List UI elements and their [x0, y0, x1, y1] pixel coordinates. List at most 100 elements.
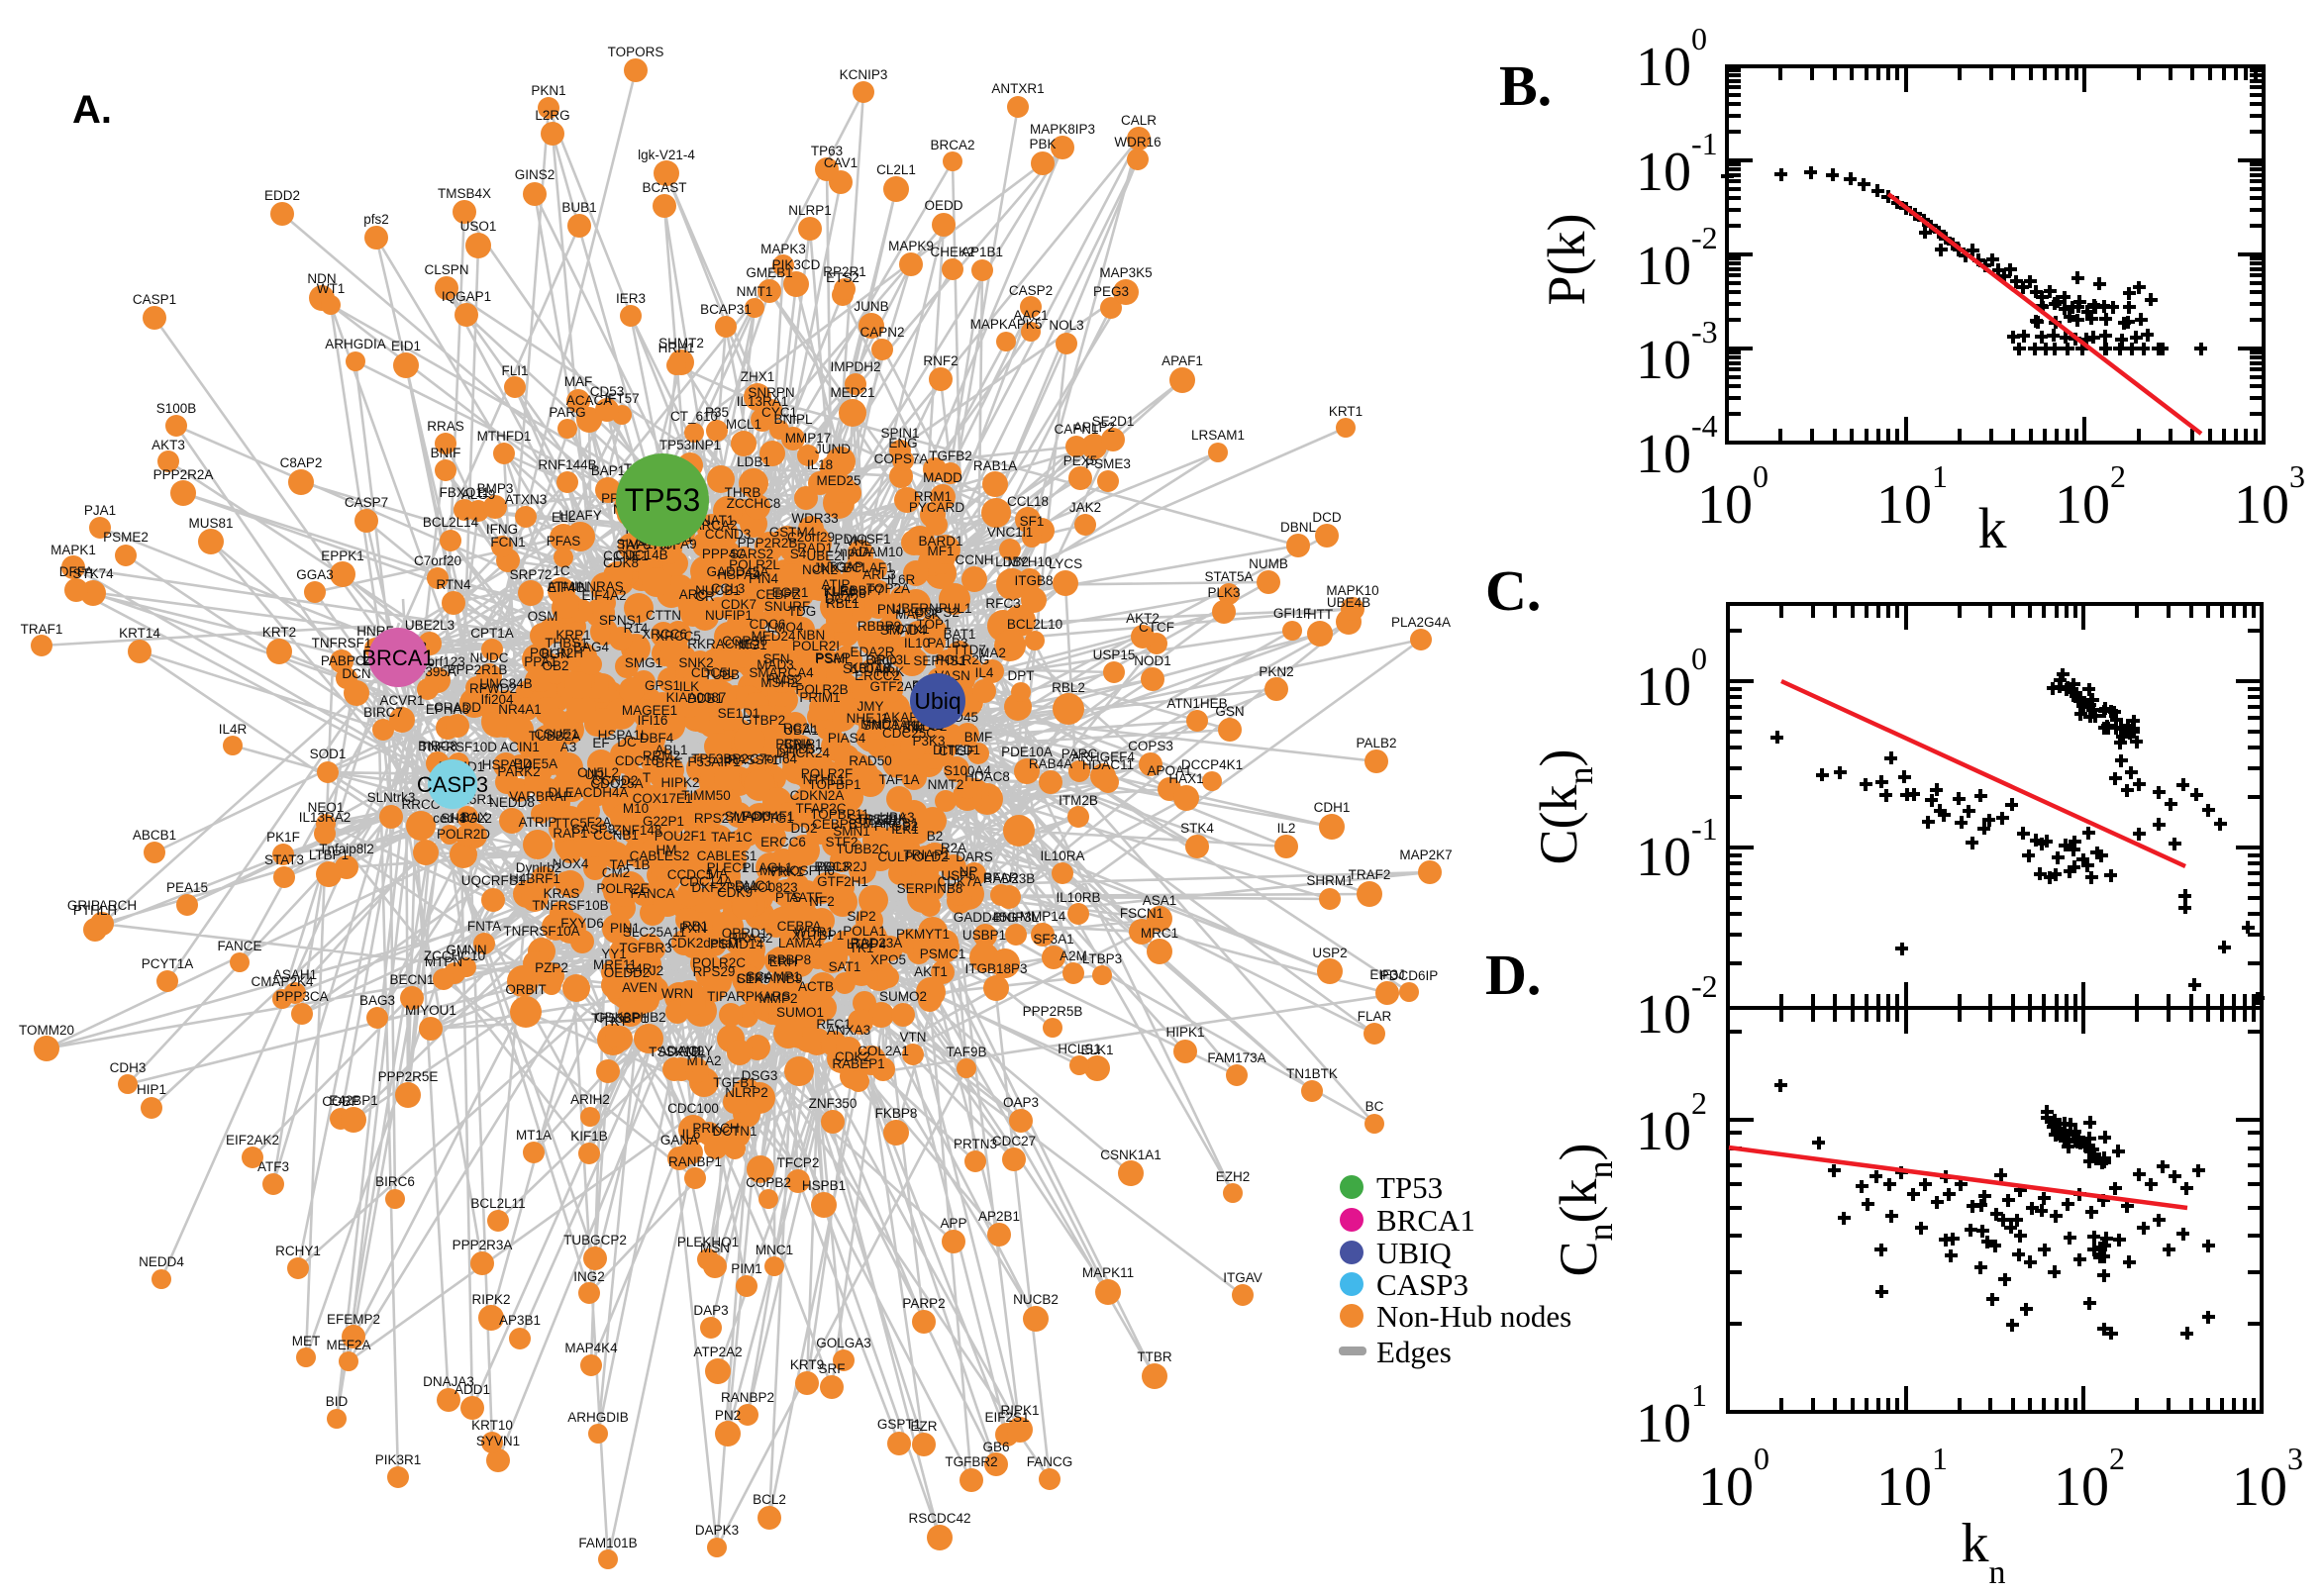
svg-text:AVEN: AVEN	[622, 980, 657, 995]
svg-text:SMC1A: SMC1A	[862, 718, 909, 733]
svg-text:SLNtrk3: SLNtrk3	[367, 790, 416, 805]
svg-text:SF1: SF1	[1020, 514, 1045, 529]
svg-text:RIPK2: RIPK2	[471, 1292, 510, 1307]
svg-text:DBNL: DBNL	[1280, 520, 1317, 535]
svg-text:CDC25C: CDC25C	[882, 726, 936, 741]
svg-text:TUBB: TUBB	[704, 667, 740, 682]
svg-text:TKT: TKT	[602, 1014, 628, 1029]
svg-text:HCLS1: HCLS1	[1058, 1042, 1101, 1056]
svg-text:PZP2: PZP2	[535, 960, 568, 975]
svg-text:NHEJ1: NHEJ1	[847, 711, 889, 726]
svg-text:VARBRAP: VARBRAP	[509, 789, 572, 804]
svg-text:AKT3: AKT3	[152, 438, 185, 452]
svg-text:ERCC2: ERCC2	[855, 668, 900, 683]
svg-text:EPPK1: EPPK1	[321, 549, 364, 563]
svg-text:ARHGEF4: ARHGEF4	[1071, 749, 1135, 764]
svg-text:ZHX1: ZHX1	[741, 369, 775, 384]
svg-text:POLR2L: POLR2L	[729, 557, 780, 572]
svg-text:HIPK1: HIPK1	[1165, 1025, 1204, 1040]
svg-text:ANXA3: ANXA3	[827, 1023, 870, 1038]
svg-text:S100A4: S100A4	[944, 763, 992, 778]
svg-text:HAX1: HAX1	[1168, 771, 1203, 786]
svg-text:SUMO2: SUMO2	[879, 989, 927, 1004]
svg-text:MCL1: MCL1	[726, 417, 761, 432]
svg-text:RANBP1: RANBP1	[668, 1154, 722, 1169]
svg-text:TFCP2: TFCP2	[777, 1155, 820, 1170]
svg-text:A2M: A2M	[1060, 948, 1087, 963]
svg-text:M10: M10	[623, 801, 649, 816]
svg-text:ERH: ERH	[769, 954, 798, 969]
svg-text:MA: MA	[708, 866, 728, 881]
svg-text:PPP2R5E: PPP2R5E	[378, 1069, 439, 1084]
svg-text:RIPK1: RIPK1	[1000, 1403, 1039, 1418]
svg-text:THBS1: THBS1	[545, 636, 588, 650]
svg-text:AKT1: AKT1	[914, 964, 948, 979]
svg-text:RB1: RB1	[682, 919, 708, 934]
svg-text:RRM1: RRM1	[914, 489, 952, 504]
svg-text:EIF3J: EIF3J	[1369, 967, 1404, 982]
svg-text:ITGAV: ITGAV	[1223, 1270, 1262, 1285]
svg-text:GSTM4: GSTM4	[769, 525, 816, 540]
svg-text:EID1: EID1	[391, 339, 421, 353]
svg-text:VTN: VTN	[900, 1030, 927, 1045]
svg-text:MMP2: MMP2	[758, 991, 797, 1006]
svg-text:APAF1: APAF1	[1162, 353, 1203, 368]
svg-text:CDH3: CDH3	[110, 1060, 147, 1075]
svg-text:PCTK1: PCTK1	[886, 622, 930, 637]
svg-text:LTBP4: LTBP4	[847, 937, 887, 951]
svg-text:BECN1: BECN1	[389, 972, 434, 987]
svg-text:EFEMP2: EFEMP2	[327, 1312, 380, 1327]
svg-text:GOLGA3: GOLGA3	[816, 1336, 871, 1350]
svg-text:STK74: STK74	[72, 566, 114, 581]
svg-text:TP53INP1: TP53INP1	[659, 438, 721, 452]
svg-text:USBP1: USBP1	[962, 928, 1006, 943]
svg-text:RTN4: RTN4	[436, 577, 471, 592]
svg-text:MAPK3: MAPK3	[760, 242, 806, 256]
svg-text:AP2B1: AP2B1	[978, 1209, 1020, 1224]
svg-text:BUB1: BUB1	[561, 200, 596, 215]
svg-text:PPP2R5B: PPP2R5B	[1023, 1004, 1083, 1019]
svg-text:BIRC8: BIRC8	[418, 739, 457, 753]
svg-text:DARS: DARS	[956, 849, 993, 864]
svg-text:POU2F1: POU2F1	[655, 829, 707, 844]
svg-text:MADD: MADD	[923, 470, 962, 485]
svg-text:PIK3CD: PIK3CD	[772, 257, 821, 272]
svg-text:MUS81: MUS81	[188, 516, 233, 531]
svg-text:SOD1: SOD1	[310, 747, 347, 761]
svg-text:GB6: GB6	[982, 1440, 1009, 1454]
svg-text:ACTB: ACTB	[798, 979, 834, 994]
svg-text:KIAA0087: KIAA0087	[666, 690, 727, 705]
svg-text:NLRP2: NLRP2	[725, 1085, 768, 1100]
svg-text:PCYT1A: PCYT1A	[142, 956, 194, 971]
svg-text:KRT18: KRT18	[850, 660, 891, 675]
svg-text:ASA1: ASA1	[1143, 893, 1177, 908]
svg-text:SMAD4: SMAD4	[880, 623, 927, 638]
svg-text:EIF4B: EIF4B	[548, 580, 585, 595]
svg-text:CDK7: CDK7	[721, 597, 757, 612]
svg-text:MRC1: MRC1	[1141, 926, 1178, 941]
svg-text:FAM101B: FAM101B	[578, 1536, 637, 1550]
svg-text:XPO5: XPO5	[870, 952, 906, 967]
svg-text:TTD7: TTD7	[953, 643, 986, 657]
svg-text:SPNS1: SPNS1	[599, 613, 643, 628]
svg-text:PEG3: PEG3	[1093, 284, 1129, 299]
svg-text:TN1BTK: TN1BTK	[1286, 1066, 1338, 1081]
svg-text:CEBPA: CEBPA	[777, 919, 822, 934]
svg-text:POLR2J: POLR2J	[816, 859, 866, 874]
svg-text:NF2: NF2	[809, 894, 835, 909]
svg-text:MPHOSPH6: MPHOSPH6	[759, 863, 835, 878]
svg-text:MNC1: MNC1	[756, 1243, 793, 1257]
svg-text:CASP1: CASP1	[133, 292, 176, 307]
svg-text:HRK: HRK	[876, 664, 905, 679]
svg-text:SLC25A11: SLC25A11	[623, 925, 686, 940]
svg-text:NUCB1: NUCB1	[695, 583, 741, 598]
svg-text:YY1: YY1	[601, 947, 627, 961]
svg-text:MAPKAPK5: MAPKAPK5	[970, 317, 1043, 332]
svg-text:BCAST: BCAST	[642, 180, 686, 195]
svg-text:JUNB: JUNB	[854, 299, 888, 314]
svg-text:CT_610: CT_610	[670, 409, 718, 424]
svg-text:npdA: npdA	[840, 545, 871, 559]
svg-text:CASP3: CASP3	[1376, 1267, 1468, 1302]
svg-text:HIPK2: HIPK2	[660, 775, 699, 790]
svg-text:BBC3: BBC3	[814, 859, 849, 874]
